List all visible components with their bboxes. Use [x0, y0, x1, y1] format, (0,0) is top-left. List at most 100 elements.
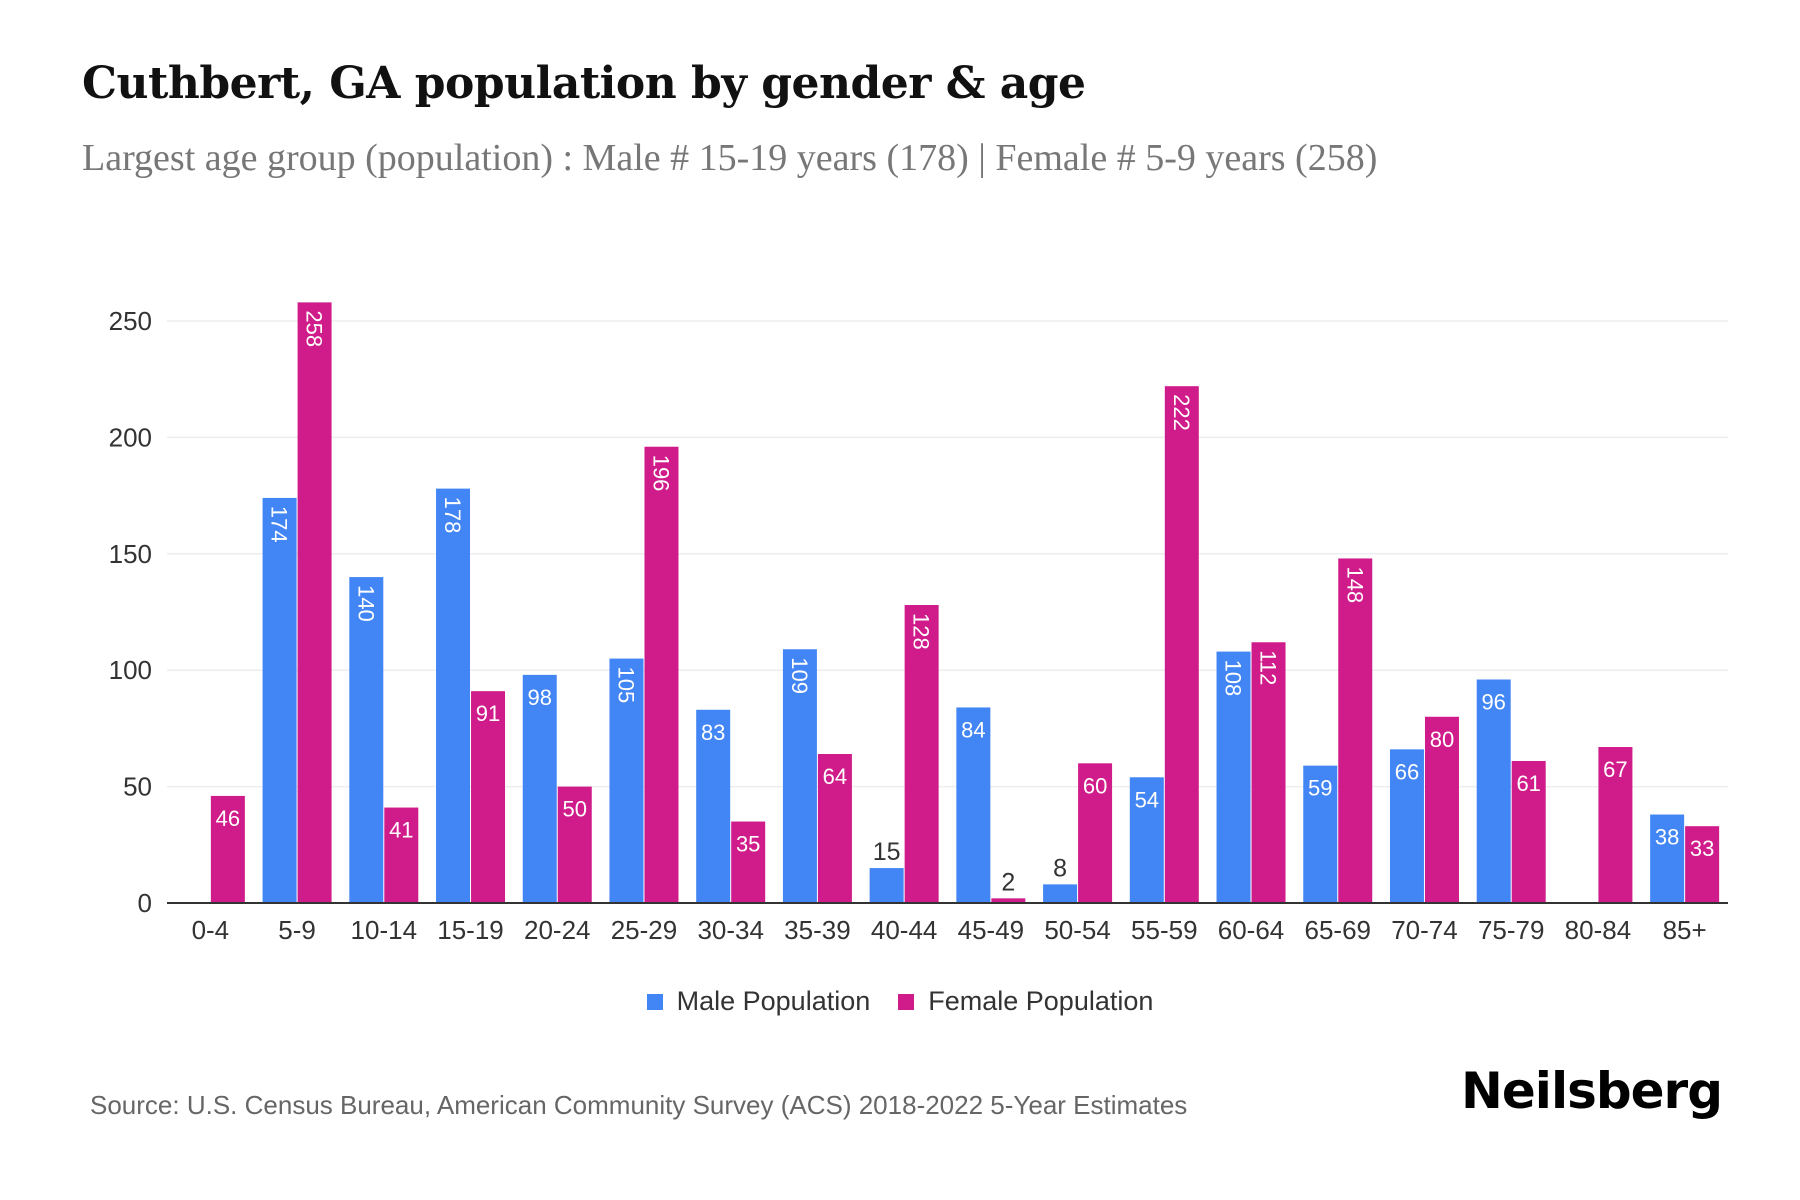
y-tick-label: 150	[109, 539, 152, 569]
bar-female	[1685, 826, 1720, 903]
data-label: 196	[648, 455, 673, 492]
x-tick-label: 60-64	[1218, 915, 1285, 945]
data-label: 60	[1083, 773, 1107, 798]
x-tick-label: 55-59	[1131, 915, 1198, 945]
legend-swatch-female	[898, 993, 915, 1010]
bar-female	[210, 795, 245, 903]
bar-female	[384, 807, 419, 903]
bar-male	[1650, 814, 1685, 903]
bar-female	[1511, 760, 1546, 903]
bar-male	[1389, 749, 1424, 903]
data-label: 222	[1169, 394, 1194, 431]
bar-female	[1078, 763, 1113, 903]
bar-female	[1251, 642, 1286, 903]
data-label: 84	[961, 717, 985, 742]
x-tick-label: 75-79	[1478, 915, 1545, 945]
data-label: 178	[440, 497, 465, 534]
data-label: 98	[528, 685, 552, 710]
source-note: Source: U.S. Census Bureau, American Com…	[90, 1090, 1188, 1120]
x-tick-label: 35-39	[784, 915, 851, 945]
bar-male	[1476, 679, 1511, 903]
bar-male	[522, 674, 557, 903]
bar-female	[471, 691, 506, 903]
bar-female	[644, 446, 679, 903]
data-label: 64	[823, 764, 847, 789]
legend: Male Population Female Population	[0, 986, 1800, 1017]
data-label: 8	[1053, 854, 1067, 882]
bar-female	[297, 302, 332, 904]
legend-label-male: Male Population	[676, 986, 871, 1016]
data-label: 96	[1481, 690, 1505, 715]
x-tick-label: 30-34	[697, 915, 764, 945]
data-label: 61	[1516, 771, 1540, 796]
bar-male	[782, 649, 817, 903]
neilsberg-logo: Neilsberg	[1461, 1062, 1723, 1120]
x-tick-label: 15-19	[437, 915, 504, 945]
bar-male	[436, 488, 471, 903]
bar-male	[696, 709, 731, 903]
bar-male	[956, 707, 991, 903]
data-label: 258	[302, 310, 327, 347]
data-label: 35	[736, 832, 760, 857]
y-tick-label: 100	[109, 655, 152, 685]
data-label: 41	[389, 818, 413, 843]
bar-male	[1129, 777, 1164, 903]
bar-female	[904, 605, 939, 903]
data-label: 15	[873, 838, 901, 866]
bar-male	[869, 868, 904, 903]
data-label: 83	[701, 720, 725, 745]
data-label: 109	[787, 657, 812, 694]
legend-item-female: Female Population	[898, 986, 1153, 1017]
data-label: 66	[1395, 759, 1419, 784]
data-label: 54	[1135, 787, 1159, 812]
data-label: 91	[476, 701, 500, 726]
data-label: 67	[1603, 757, 1627, 782]
data-label: 140	[353, 585, 378, 622]
legend-item-male: Male Population	[646, 986, 871, 1017]
data-label: 46	[216, 806, 240, 831]
y-tick-label: 0	[138, 888, 152, 918]
data-label: 174	[267, 506, 292, 543]
data-label: 105	[613, 667, 638, 704]
data-label: 80	[1430, 727, 1454, 752]
x-tick-label: 50-54	[1044, 915, 1111, 945]
data-label: 2	[1001, 868, 1015, 896]
bar-male	[1303, 765, 1338, 903]
y-tick-label: 250	[109, 306, 152, 336]
bar-male	[1216, 651, 1251, 903]
y-tick-label: 50	[123, 772, 152, 802]
x-tick-label: 85+	[1663, 915, 1707, 945]
x-tick-label: 25-29	[611, 915, 678, 945]
bar-female	[1338, 558, 1373, 903]
data-label: 108	[1221, 660, 1246, 697]
data-label: 33	[1690, 836, 1714, 861]
x-tick-label: 40-44	[871, 915, 938, 945]
bar-male	[262, 497, 297, 903]
x-tick-label: 20-24	[524, 915, 591, 945]
bar-female	[1164, 386, 1199, 904]
data-label: 59	[1308, 776, 1332, 801]
x-tick-label: 5-9	[278, 915, 316, 945]
data-label: 128	[909, 613, 934, 650]
data-label: 50	[563, 797, 587, 822]
data-label: 148	[1342, 566, 1367, 603]
bar-female	[731, 821, 766, 903]
x-tick-label: 10-14	[351, 915, 418, 945]
legend-swatch-male	[646, 993, 663, 1010]
y-tick-label: 200	[109, 422, 152, 452]
data-label: 112	[1256, 650, 1281, 685]
x-tick-label: 0-4	[192, 915, 230, 945]
x-tick-label: 80-84	[1565, 915, 1632, 945]
bar-male	[609, 658, 644, 903]
x-tick-label: 45-49	[958, 915, 1025, 945]
x-tick-label: 65-69	[1305, 915, 1372, 945]
bar-male	[1043, 884, 1078, 903]
bar-female	[817, 754, 852, 903]
bar-female	[1424, 716, 1459, 903]
chart-title: Cuthbert, GA population by gender & age	[82, 58, 1086, 109]
bar-female	[557, 786, 592, 903]
x-tick-label: 70-74	[1391, 915, 1458, 945]
data-label: 38	[1655, 825, 1679, 850]
legend-label-female: Female Population	[928, 986, 1154, 1016]
